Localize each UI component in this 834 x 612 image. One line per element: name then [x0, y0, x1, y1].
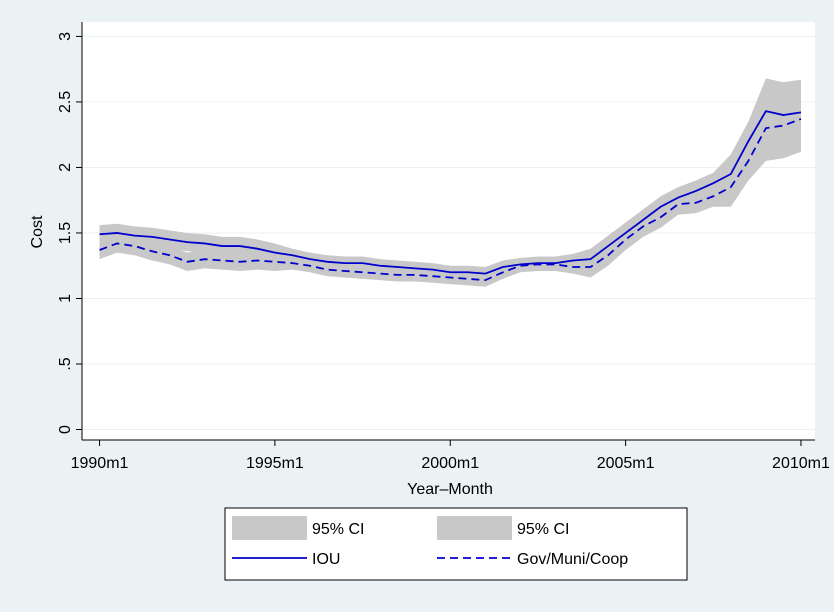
plot-area — [82, 22, 815, 440]
x-tick-label: 1995m1 — [246, 455, 304, 472]
legend-label: 95% CI — [312, 521, 364, 538]
y-tick-label: 2 — [57, 163, 74, 172]
y-tick-label: 0 — [57, 425, 74, 434]
x-tick-label: 2000m1 — [421, 455, 479, 472]
y-tick-label: 2.5 — [57, 91, 74, 113]
legend-label: 95% CI — [517, 521, 569, 538]
x-axis-label: Year–Month — [407, 481, 493, 498]
line — [99, 118, 802, 282]
y-axis-label: Cost — [29, 215, 46, 248]
y-tick-label: 1 — [57, 294, 74, 303]
y-tick-label: 3 — [57, 32, 74, 41]
x-tick-label: 2005m1 — [597, 455, 655, 472]
legend-label: Gov/Muni/Coop — [517, 551, 628, 568]
legend-key — [437, 516, 512, 540]
x-tick-label: 2010m1 — [772, 455, 830, 472]
line — [99, 110, 802, 275]
legend-key — [232, 516, 307, 540]
x-tick-label: 1990m1 — [71, 455, 129, 472]
legend-label: IOU — [312, 551, 340, 568]
y-tick-label: 1.5 — [57, 222, 74, 244]
ci-band — [99, 86, 801, 287]
y-tick-label: .5 — [57, 357, 74, 370]
